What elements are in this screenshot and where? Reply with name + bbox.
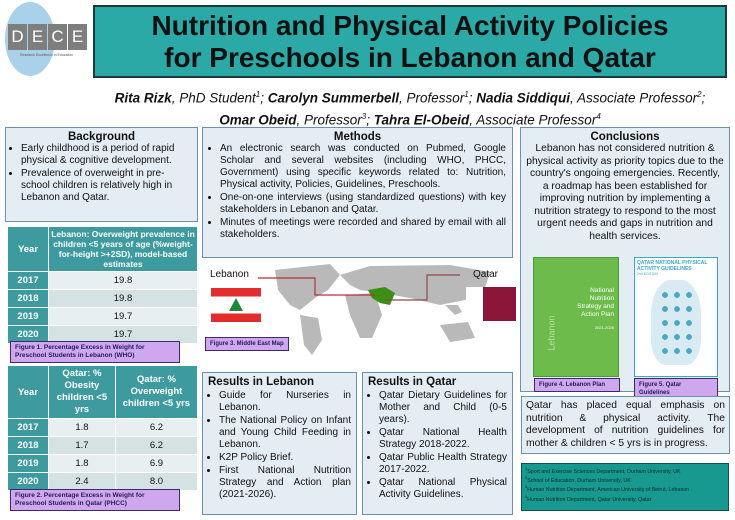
affiliation: 3Human Nutrition Department, American Un… — [525, 484, 690, 494]
list-item: The National Policy on Infant and Young … — [219, 415, 351, 451]
figure-2-caption: Figure 2. Percentage Excess in Weight fo… — [10, 489, 180, 511]
table-row: 2019 19.7 — [8, 308, 197, 325]
lebanon-plan-cover: Lebanon National Nutrition Strategy and … — [533, 257, 619, 377]
figure-4-caption: Figure 4. Lebanon Plan — [534, 378, 620, 392]
qatar-table: Year Qatar: % Obesity children <5 yrs Qata… — [7, 365, 198, 491]
table-row: 2017 19.8 — [8, 272, 197, 289]
list-item: Guide for Nurseries in Lebanon. — [219, 390, 351, 414]
list-item: Qatar National Physical Activity Guideli… — [379, 477, 507, 501]
results-lebanon-section: Results in Lebanon Guide for Nurseries i… — [202, 372, 357, 515]
author-name: Carolyn Summerbell — [267, 90, 400, 106]
table-row: 2018 1.7 6.2 — [8, 437, 197, 454]
world-map-icon — [258, 264, 490, 355]
figure-1-caption: Figure 1. Percentage Excess in Weight fo… — [10, 341, 180, 363]
affiliation: 1Sport and Exercise Sciences Department,… — [525, 466, 681, 475]
author-name: Nadia Siddiqui — [476, 90, 571, 106]
table-row: 2018 19.8 — [8, 290, 197, 307]
dece-logo: D E C E Research Excellence in Education — [2, 2, 90, 76]
lebanon-label: Lebanon — [210, 269, 249, 280]
qatar-flag-icon — [466, 287, 516, 321]
table-row: 2020 2.4 8.0 — [8, 473, 197, 490]
figure-3-caption: Figure 3. Middle East Map — [205, 337, 289, 351]
list-item: Qatar Public Health Strategy 2017-2022. — [379, 452, 507, 476]
qatar-label: Qatar — [473, 269, 499, 280]
background-heading: Background — [67, 131, 136, 143]
list-item: K2P Policy Brief. — [219, 452, 351, 464]
author-name: Tahra El-Obeid — [373, 112, 470, 127]
poster-title: Nutrition and Physical Activity Policies… — [93, 5, 727, 78]
table-row: 2020 19.7 — [8, 326, 197, 343]
affiliations: 1Sport and Exercise Sciences Department,… — [521, 463, 729, 511]
results-qatar-section: Results in Qatar Qatar Dietary Guideline… — [362, 372, 513, 515]
authors: Rita Rizk, PhD Student1; Carolyn Summerb… — [114, 90, 706, 127]
qatar-note: Qatar has placed equal emphasis on nutri… — [521, 396, 730, 454]
list-item: First National Nutrition Strategy and Ac… — [219, 465, 351, 501]
lebanon-table: Year Lebanon: Overweight prevalence in ch… — [7, 226, 198, 344]
qatar-guidelines-cover: QATAR NATIONAL PHYSICAL ACTIVITY GUIDELI… — [634, 257, 718, 377]
middle-east-map: Lebanon Qatar Figure 3. Middle East Map — [200, 260, 526, 368]
affiliation: 2School of Education, Durham University,… — [525, 475, 631, 484]
author-name: Rita Rizk — [114, 90, 172, 106]
affiliation: 4Human Nutrition Department, Qatar Unive… — [525, 493, 652, 503]
list-item: Qatar National Health Strategy 2018-2022… — [379, 427, 507, 451]
methods-section: Methods An electronic search was conduct… — [202, 127, 513, 258]
author-name: Omar Obeid — [219, 112, 297, 127]
lebanon-flag-icon — [211, 288, 261, 322]
background-section: Background Early childhood is a period o… — [5, 127, 198, 222]
table-row: 2019 1.8 6.9 — [8, 455, 197, 472]
list-item: Qatar Dietary Guidelines for Mother and … — [379, 390, 507, 426]
table-row: 2017 1.8 6.2 — [8, 419, 197, 436]
